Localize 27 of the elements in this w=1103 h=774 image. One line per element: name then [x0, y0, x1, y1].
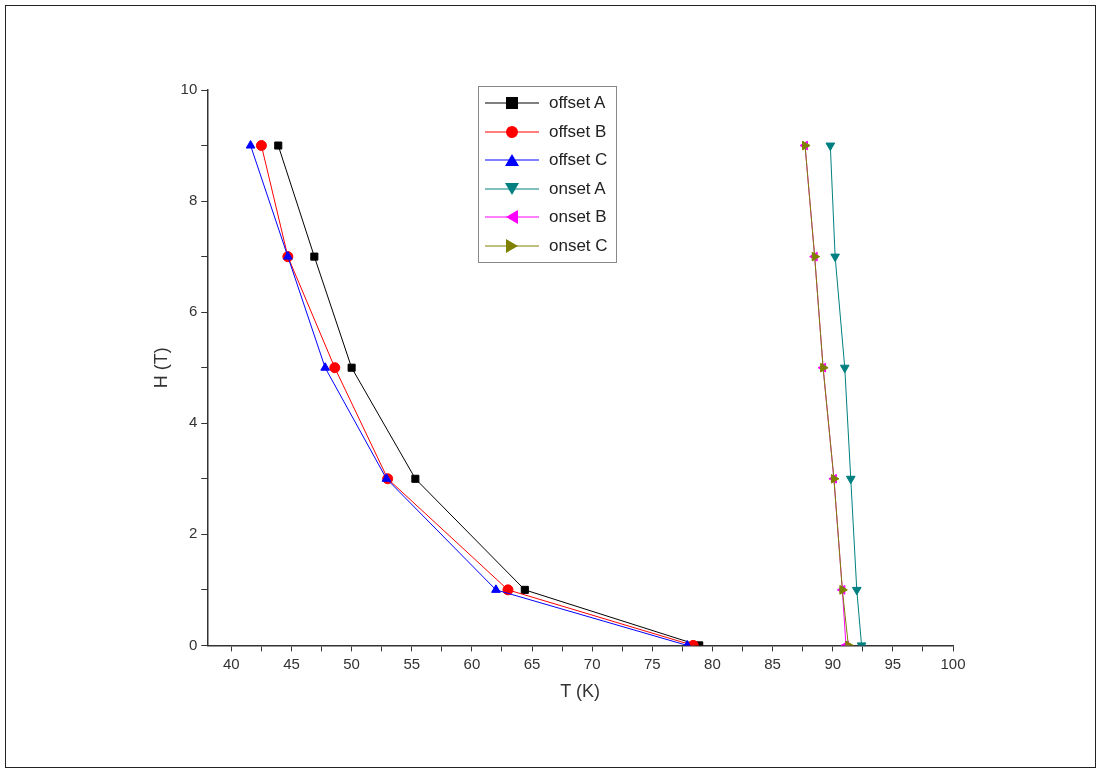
legend-label: onset A: [549, 178, 606, 199]
y-tick-label: 0: [188, 635, 198, 653]
y-axis-title: H (T): [150, 347, 171, 389]
x-tick-label: 65: [523, 654, 541, 672]
legend-label: onset B: [549, 207, 607, 228]
x-tick-label: 45: [283, 654, 300, 672]
legend-label: offset B: [549, 121, 607, 142]
y-tick-label: 10: [180, 80, 198, 98]
x-tick-label: 60: [463, 654, 481, 672]
x-tick-label: 50: [343, 654, 360, 672]
y-tick-label: 6: [188, 302, 198, 320]
x-tick-label: 55: [403, 654, 421, 672]
x-tick-label: 70: [583, 654, 601, 672]
x-tick-label: 100: [940, 654, 966, 672]
y-tick-label: 8: [188, 191, 198, 209]
x-tick-label: 40: [223, 654, 240, 672]
legend-label: onset C: [549, 235, 608, 256]
x-tick-label: 75: [643, 654, 661, 672]
x-tick-label: 80: [704, 654, 721, 672]
x-tick-label: 95: [884, 654, 902, 672]
x-tick-label: 85: [764, 654, 781, 672]
y-tick-label: 2: [188, 524, 198, 542]
legend-label: offset C: [549, 150, 608, 171]
x-axis-title: T (K): [560, 681, 600, 702]
y-tick-label: 4: [188, 413, 198, 431]
legend-label: offset A: [549, 93, 606, 114]
x-tick-label: 90: [824, 654, 842, 672]
